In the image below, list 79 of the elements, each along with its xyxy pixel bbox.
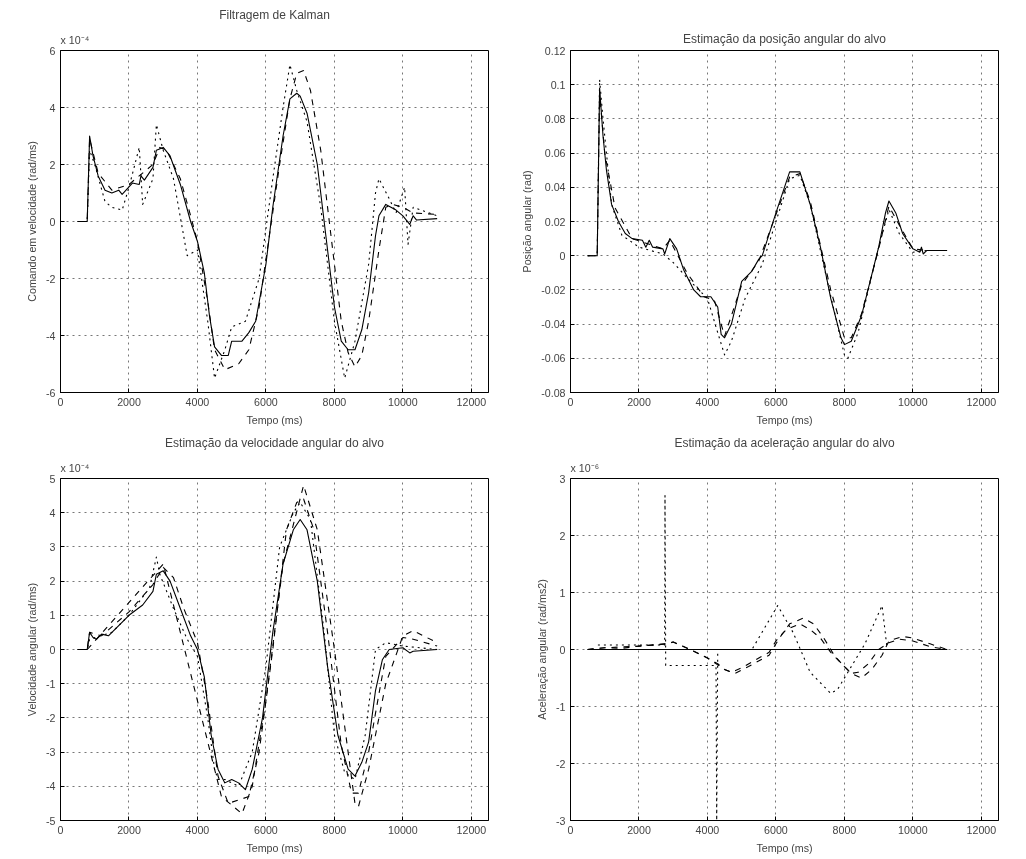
y-tick-label: 3 [559, 472, 566, 485]
y-tick-label: 3 [49, 540, 56, 553]
y-axis-title: Velocidade angular (rad/ms) [26, 582, 39, 717]
chart-title: Estimação da velocidade angular do alvo [165, 435, 385, 450]
y-tick-label: 1 [559, 586, 566, 599]
x-tick-label: 10000 [388, 823, 418, 836]
x-tick-label: 6000 [764, 395, 788, 408]
y-tick-label: -2 [556, 757, 566, 770]
y-tick-label: -2 [46, 711, 56, 724]
y-tick-label: 0.02 [544, 215, 566, 228]
y-tick-label: 5 [49, 472, 56, 485]
chart-title: Estimação da aceleração angular do alvo [674, 435, 895, 450]
y-tick-label: -0.02 [541, 283, 566, 296]
x-tick-label: 8000 [832, 823, 857, 836]
x-tick-label: 12000 [456, 823, 487, 836]
x-tick-label: 12000 [456, 395, 487, 408]
x-axis-title: Tempo (ms) [246, 841, 303, 854]
y-axis-title: Aceleração angular (rad/ms2) [536, 579, 549, 720]
y-tick-label: -4 [46, 329, 56, 342]
x-axis-title: Tempo (ms) [756, 413, 813, 426]
y-tick-label: 0.06 [544, 147, 566, 160]
x-tick-label: 4000 [185, 823, 210, 836]
x-axis-title: Tempo (ms) [246, 413, 303, 426]
x-tick-label: 8000 [322, 395, 347, 408]
y-tick-label: 2 [49, 575, 56, 588]
x-tick-label: 4000 [185, 395, 210, 408]
x-tick-label: 4000 [695, 395, 720, 408]
text: x 10⁻⁴ [60, 461, 90, 474]
y-tick-label: -0.06 [541, 352, 566, 365]
y-tick-label: 0 [49, 215, 56, 228]
y-tick-label: -3 [556, 814, 566, 827]
x-tick-label: 2000 [117, 395, 141, 408]
y-tick-label: 0 [559, 249, 566, 262]
y-tick-label: -5 [46, 814, 56, 827]
chart-title: Estimação da posição angular do alvo [683, 31, 887, 46]
y-tick-label: -0.04 [541, 318, 566, 331]
x-tick-label: 12000 [966, 395, 997, 408]
y-tick-label: 4 [49, 101, 56, 114]
text: x 10⁻⁶ [570, 461, 600, 474]
y-axis-title: Posição angular (rad) [521, 170, 534, 273]
x-tick-label: 2000 [627, 823, 651, 836]
y-tick-label: 1 [49, 609, 56, 622]
y-tick-label: -0.08 [541, 386, 566, 399]
x-tick-label: 10000 [388, 395, 418, 408]
x-axis-title: Tempo (ms) [756, 841, 813, 854]
x-tick-label: 6000 [254, 395, 278, 408]
y-tick-label: 0.04 [544, 181, 566, 194]
chart-title: Filtragem de Kalman [219, 7, 330, 22]
x-tick-label: 4000 [695, 823, 720, 836]
x-tick-label: 0 [567, 395, 574, 408]
x-tick-label: 10000 [898, 823, 928, 836]
y-tick-label: 6 [49, 44, 56, 57]
x-tick-label: 0 [57, 823, 64, 836]
x-tick-label: 6000 [254, 823, 278, 836]
y-tick-label: -6 [46, 386, 56, 399]
y-tick-label: 0.12 [544, 44, 566, 57]
x-tick-label: 10000 [898, 395, 928, 408]
x-tick-label: 0 [57, 395, 64, 408]
y-tick-label: 0.1 [550, 78, 566, 91]
x-tick-label: 2000 [627, 395, 651, 408]
y-tick-label: 0 [559, 643, 566, 656]
x-tick-label: 0 [567, 823, 574, 836]
y-tick-label: 4 [49, 506, 56, 519]
y-tick-label: -2 [46, 272, 56, 285]
y-tick-label: -1 [556, 700, 566, 713]
y-tick-label: 2 [559, 529, 566, 542]
x-tick-label: 2000 [117, 823, 141, 836]
x-tick-label: 8000 [322, 823, 347, 836]
x-tick-label: 12000 [966, 823, 997, 836]
y-tick-label: -1 [46, 677, 56, 690]
y-tick-label: 0 [49, 643, 56, 656]
text: x 10⁻⁴ [60, 33, 90, 46]
y-tick-label: 0.08 [544, 112, 566, 125]
y-tick-label: 2 [49, 158, 56, 171]
x-tick-label: 6000 [764, 823, 788, 836]
y-axis-title: Comando em velocidade (rad/ms) [26, 141, 39, 302]
x-tick-label: 8000 [832, 395, 857, 408]
y-tick-label: -3 [46, 746, 56, 759]
y-tick-label: -4 [46, 780, 56, 793]
